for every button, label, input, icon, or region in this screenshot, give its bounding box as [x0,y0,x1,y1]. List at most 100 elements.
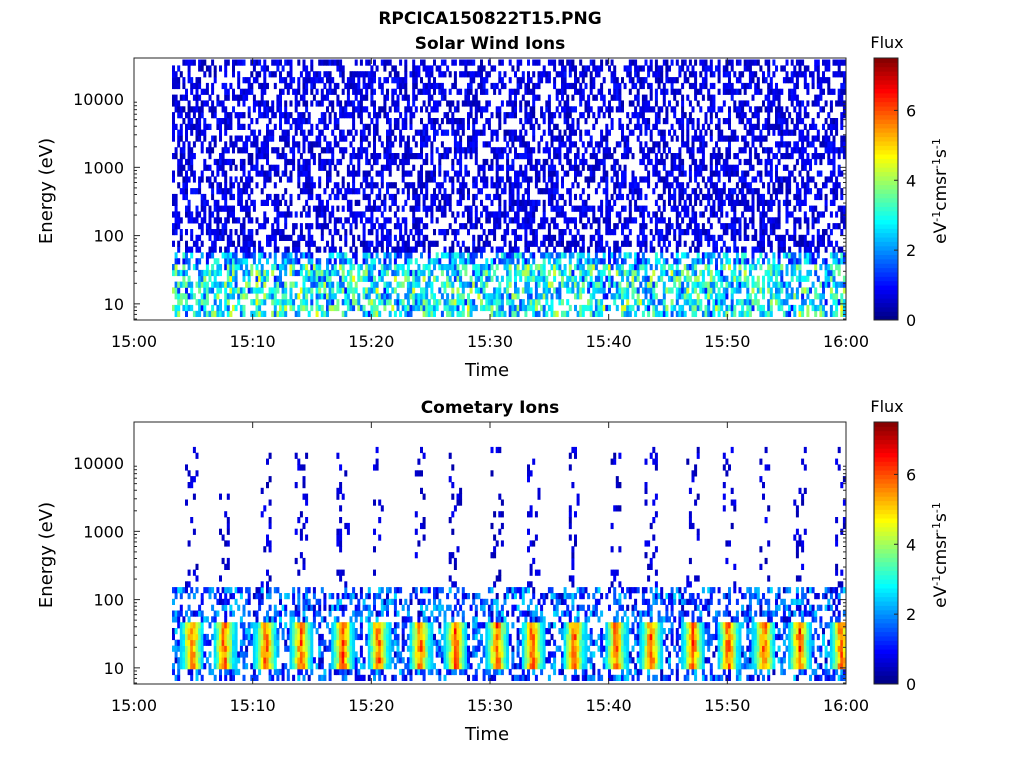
heatmap-cell [563,65,567,72]
heatmap-cell [213,141,217,148]
heatmap-cell [232,65,235,72]
heatmap-cell [378,135,382,142]
heatmap-cell [247,252,251,259]
heatmap-cell [344,188,348,195]
heatmap-cell [469,281,473,288]
heatmap-cell [281,287,285,294]
heatmap-cell [579,264,583,271]
heatmap-cell [594,299,598,306]
heatmap-cell [266,65,269,72]
heatmap-cell [498,77,502,84]
heatmap-cell [563,106,567,113]
heatmap-cell [618,164,622,171]
heatmap-cell [451,158,455,166]
heatmap-cell [266,82,269,90]
heatmap-cell [328,299,332,306]
heatmap-cell [294,269,298,277]
heatmap-cell [247,211,251,218]
heatmap-cell [255,264,259,271]
heatmap-cell [341,112,345,119]
heatmap-cell [294,240,298,247]
heatmap-cell [412,135,416,142]
heatmap-cell [263,147,267,154]
heatmap-cell [587,258,591,265]
heatmap-cell [605,193,609,201]
heatmap-cell [391,158,395,166]
heatmap-cell [388,299,392,306]
heatmap-cell [425,188,429,195]
heatmap-cell [245,141,249,148]
heatmap-cell [354,281,358,288]
heatmap-cell [205,310,209,317]
heatmap-cell [443,112,447,119]
heatmap-cell [373,287,376,294]
heatmap-cell [464,71,468,78]
heatmap-cell [527,217,530,224]
heatmap-cell [239,287,243,294]
heatmap-cell [237,59,241,66]
heatmap-cell [388,252,392,259]
heatmap-cell [540,164,544,171]
heatmap-cell [696,229,700,236]
heatmap-cell [717,188,721,195]
heatmap-cell [657,299,661,306]
heatmap-cell [182,264,186,271]
heatmap-cell [688,246,692,253]
heatmap-cell [276,65,280,72]
heatmap-cell [555,153,559,160]
heatmap-cell [553,82,557,90]
heatmap-cell [412,193,416,201]
heatmap-cell [433,77,436,84]
heatmap-cell [422,129,426,136]
heatmap-cell [558,135,562,142]
heatmap-cell [250,188,254,195]
heatmap-cell [681,94,685,101]
heatmap-cell [305,71,309,78]
heatmap-cell [576,240,580,247]
heatmap-cell [344,252,348,259]
heatmap-cell [367,158,371,166]
heatmap-cell [652,211,656,218]
heatmap-cell [600,246,604,253]
heatmap-cell [675,118,679,125]
heatmap-cell [681,164,685,171]
heatmap-cell [506,176,510,183]
heatmap-cell [490,82,494,90]
heatmap-cell [613,71,617,78]
heatmap-cell [686,141,690,148]
heatmap-cell [367,71,371,78]
heatmap-cell [579,158,583,166]
heatmap-cell [503,258,507,265]
heatmap-cell [605,141,609,148]
heatmap-cell [464,246,468,253]
heatmap-cell [472,246,476,253]
heatmap-cell [717,106,721,113]
heatmap-cell [516,193,520,201]
heatmap-cell [540,223,544,230]
heatmap-cell [341,281,345,288]
heatmap-cell [205,164,209,171]
heatmap-cell [691,82,695,90]
heatmap-cell [299,94,303,101]
heatmap-cell [373,77,376,84]
heatmap-cell [409,252,413,259]
heatmap-cell [464,299,468,306]
heatmap-cell [566,287,570,294]
heatmap-cell [224,88,228,95]
heatmap-cell [433,293,436,300]
heatmap-cell [404,112,408,119]
heatmap-cell [681,217,685,224]
heatmap-cell [177,217,181,224]
heatmap-cell [297,293,301,300]
heatmap-cell [665,258,669,265]
heatmap-cell [532,88,536,95]
heatmap-cell [581,275,585,282]
heatmap-cell [712,275,716,282]
heatmap-cell [205,65,209,72]
heatmap-cell [529,176,533,183]
heatmap-cell [639,158,643,166]
heatmap-cell [174,205,178,212]
heatmap-cell [662,304,666,312]
heatmap-cell [404,293,408,300]
heatmap-cell [464,223,468,230]
